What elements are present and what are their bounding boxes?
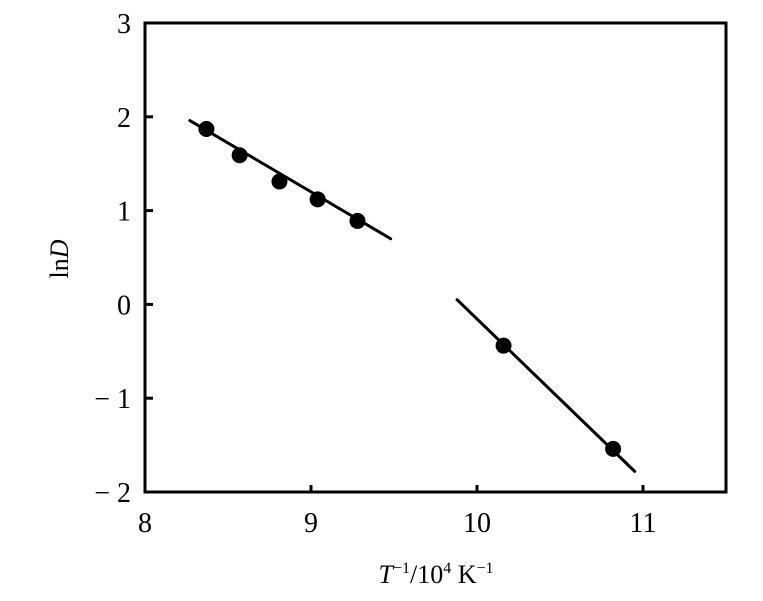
x-tick-label: 10: [463, 508, 491, 539]
x-tick-label: 9: [304, 508, 318, 539]
data-point: [198, 120, 215, 137]
data-point: [309, 191, 326, 208]
data-point: [605, 440, 622, 457]
y-tick-label: 1: [117, 197, 131, 228]
plot-frame: [143, 21, 728, 494]
data-point: [271, 173, 288, 190]
fit-line-2: [455, 298, 637, 473]
data-points: [198, 120, 622, 457]
data-point: [495, 337, 512, 354]
x-axis-title: T−1/104 K−1: [378, 560, 493, 589]
y-tick-label: − 1: [94, 384, 131, 415]
x-tick-label: 11: [630, 508, 657, 539]
y-tick-label: 3: [117, 9, 131, 40]
y-tick-label: 2: [117, 103, 131, 134]
x-tick-label: 8: [138, 508, 152, 539]
y-tick-label: − 2: [94, 478, 131, 509]
y-axis-ticks: 3 2 1 0 − 1 − 2: [94, 9, 153, 509]
y-axis-title: lnD: [45, 239, 74, 278]
data-point: [231, 147, 248, 164]
y-tick-label: 0: [117, 290, 131, 321]
fit-lines: [188, 119, 637, 473]
data-point: [349, 212, 366, 229]
x-axis-ticks: 8 9 10 11: [138, 485, 656, 539]
